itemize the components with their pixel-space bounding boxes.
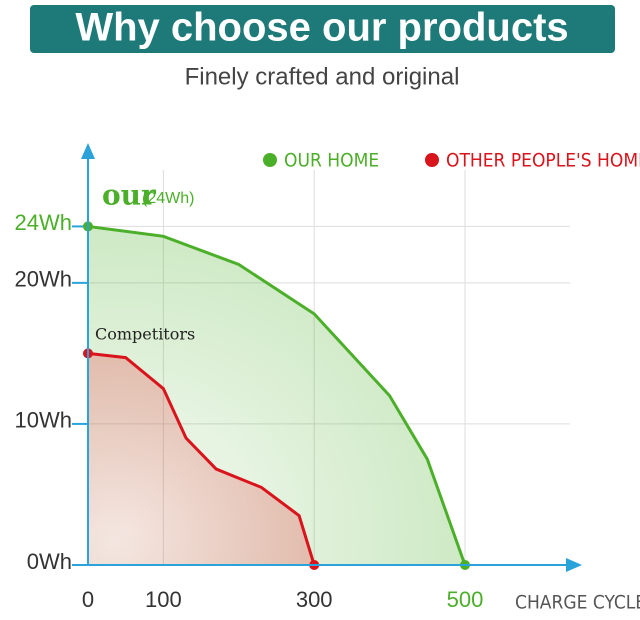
x-tick-label: 0 (82, 587, 94, 612)
y-tick-label: 20Wh (15, 267, 72, 292)
legend-label: OUR HOME (284, 150, 379, 172)
y-tick-label: 10Wh (15, 408, 72, 433)
x-tick-label: 300 (296, 587, 333, 612)
legend-marker (263, 153, 277, 167)
x-axis-label: CHARGE CYCLES (515, 592, 640, 614)
line (87, 351, 316, 566)
y-arrow (81, 143, 95, 159)
legend-marker (425, 153, 439, 167)
x-arrow (566, 558, 582, 572)
x-tick-label: 500 (447, 587, 484, 612)
line (87, 224, 467, 566)
chart-title: Why choose our products (75, 6, 568, 50)
annotation: (24Wh) (142, 190, 194, 207)
chart-subtitle: Finely crafted and original (185, 63, 460, 90)
plot: 0Wh 10Wh 20Wh 24Wh 0 100 300 500 CHARGE CYCLES OU… (15, 143, 640, 614)
y-tick-label: 24Wh (15, 210, 72, 235)
title-banner (30, 5, 615, 53)
legend-label: OTHER PEOPLE'S HOME (446, 150, 640, 172)
y-tick-label: 0Wh (27, 549, 72, 574)
annotation: Competitors (95, 325, 195, 344)
x-tick-label: 100 (145, 587, 182, 612)
annotation: our (102, 179, 157, 212)
area (88, 353, 315, 565)
